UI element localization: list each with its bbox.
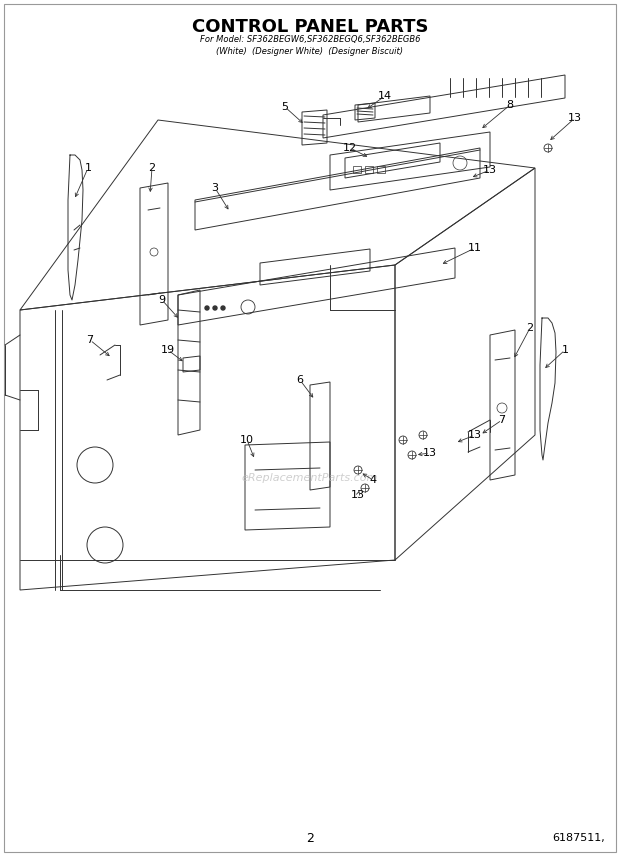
Text: 8: 8	[507, 100, 513, 110]
Bar	[365, 166, 373, 173]
Text: 13: 13	[351, 490, 365, 500]
Bar	[353, 166, 361, 173]
Text: 13: 13	[423, 448, 437, 458]
Text: For Model: SF362BEGW6,SF362BEGQ6,SF362BEGB6: For Model: SF362BEGW6,SF362BEGQ6,SF362BE…	[200, 35, 420, 44]
Text: 2: 2	[148, 163, 156, 173]
Text: eReplacementParts.com: eReplacementParts.com	[242, 473, 378, 483]
Text: 19: 19	[161, 345, 175, 355]
Text: 10: 10	[240, 435, 254, 445]
Text: 2: 2	[306, 831, 314, 845]
Text: 13: 13	[483, 165, 497, 175]
Text: 11: 11	[468, 243, 482, 253]
Text: 9: 9	[159, 295, 166, 305]
Bar	[377, 166, 385, 173]
Circle shape	[221, 306, 225, 310]
Text: 1: 1	[84, 163, 92, 173]
Text: 13: 13	[468, 430, 482, 440]
Circle shape	[213, 306, 217, 310]
Circle shape	[205, 306, 209, 310]
Text: (White)  (Designer White)  (Designer Biscuit): (White) (Designer White) (Designer Biscu…	[216, 47, 404, 56]
Text: 12: 12	[343, 143, 357, 153]
Text: CONTROL PANEL PARTS: CONTROL PANEL PARTS	[192, 18, 428, 36]
Text: 1: 1	[562, 345, 569, 355]
Text: 4: 4	[370, 475, 376, 485]
Text: 14: 14	[378, 91, 392, 101]
Text: 3: 3	[211, 183, 218, 193]
Text: 2: 2	[526, 323, 534, 333]
Text: 7: 7	[86, 335, 94, 345]
Text: 7: 7	[498, 415, 505, 425]
Text: 6187511,: 6187511,	[552, 833, 605, 843]
Text: 6: 6	[296, 375, 304, 385]
Text: 13: 13	[568, 113, 582, 123]
Text: 5: 5	[281, 102, 288, 112]
